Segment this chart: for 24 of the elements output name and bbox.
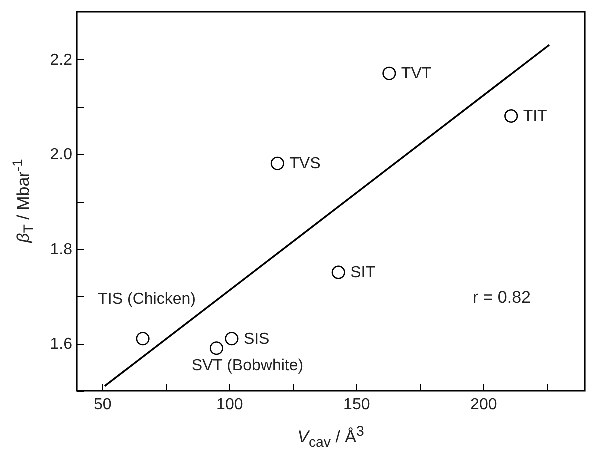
annotation: TVT <box>401 66 432 83</box>
point <box>270 156 284 170</box>
annotation: TIT <box>523 108 548 126</box>
x-tick-label: 150 <box>344 396 370 414</box>
annotation: SIT <box>350 264 376 282</box>
y-tick-label: 2.0 <box>50 146 73 164</box>
point <box>225 332 239 346</box>
point <box>210 342 224 356</box>
y-tick-label: 1.6 <box>50 336 73 354</box>
point <box>504 109 518 123</box>
point <box>332 266 346 280</box>
x-tick-label: 50 <box>94 396 112 414</box>
y-tick-label: 2.2 <box>50 52 73 69</box>
point <box>136 332 150 346</box>
annotation: SVT (Bobwhite) <box>192 357 304 374</box>
annotation: r = 0.82 <box>472 288 531 307</box>
x-tick-label: 100 <box>216 396 244 414</box>
point <box>382 66 396 80</box>
x-tick-label: 200 <box>470 396 498 414</box>
annotation: TVS <box>290 156 321 173</box>
x-axis-title: V$_{cav}$ / Å$^{3}$ <box>298 424 364 450</box>
y-tick-label: 1.8 <box>50 241 73 258</box>
annotation: SIS <box>244 330 270 348</box>
annotation: TIS (Chicken) <box>98 290 196 308</box>
